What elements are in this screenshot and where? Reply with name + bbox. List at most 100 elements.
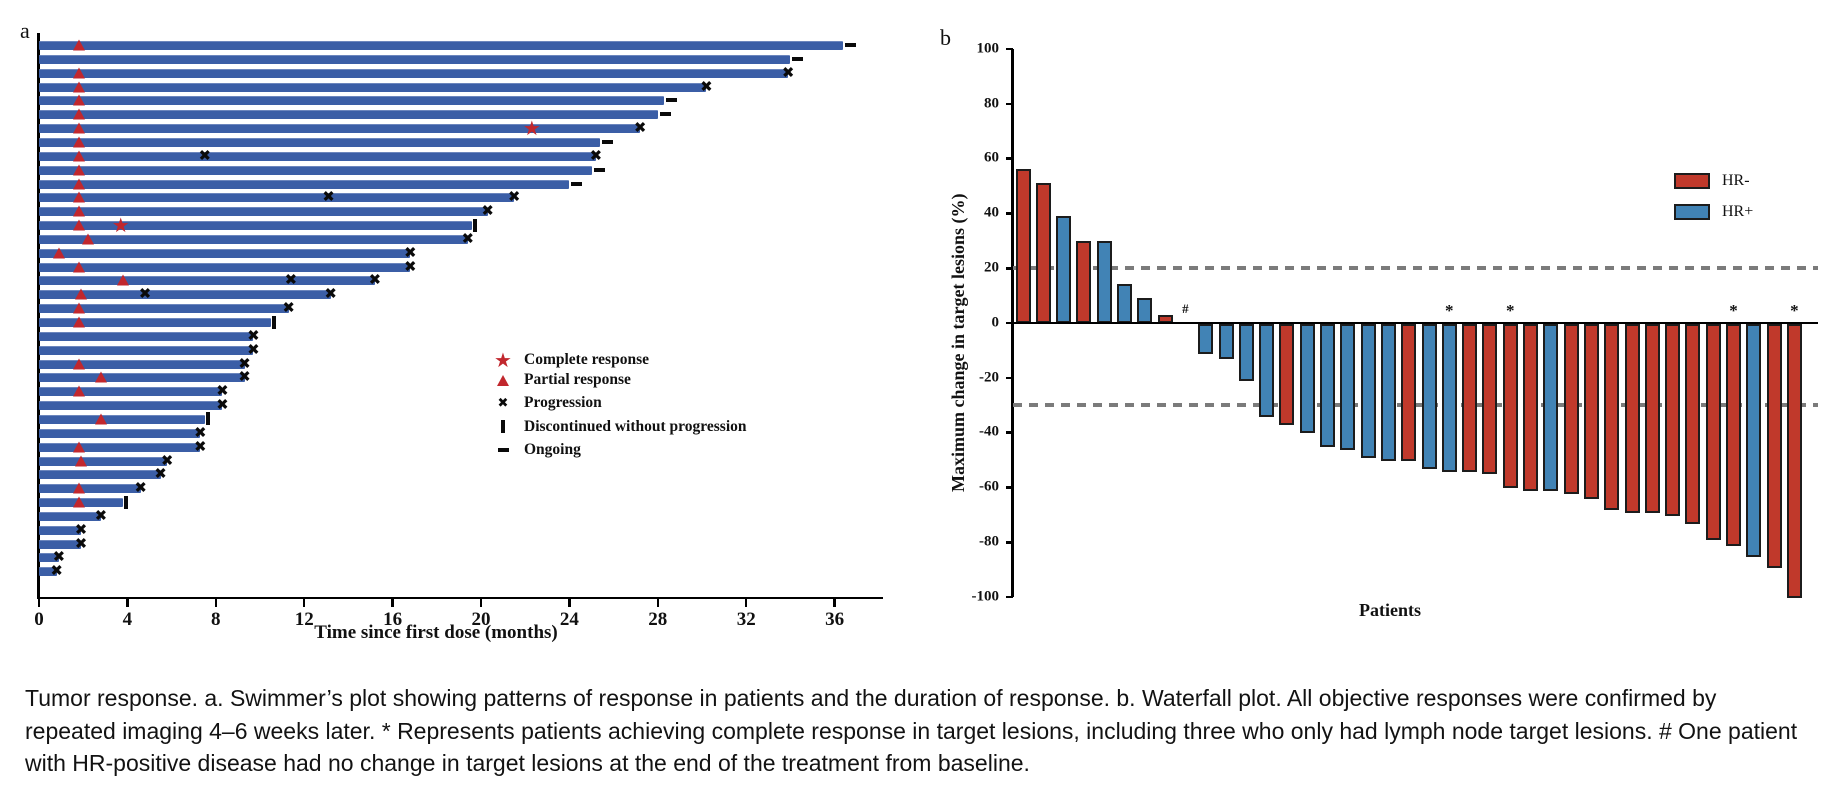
progression-icon: ✖ [633, 118, 647, 137]
partial-response-icon [72, 94, 85, 106]
swimmer-bar [39, 96, 665, 106]
ongoing-icon [571, 181, 583, 186]
waterfall-bar [1421, 323, 1437, 470]
ongoing-icon [492, 447, 514, 452]
x-tick-mark [744, 598, 748, 607]
complete-response-icon: ★ [494, 348, 512, 372]
ongoing-icon [666, 98, 678, 103]
partial-response-icon [492, 374, 514, 386]
swimmer-bar [39, 373, 245, 383]
y-tick-label: 40 [984, 204, 999, 221]
waterfall-bar [1705, 323, 1721, 541]
x-tick-mark [568, 598, 571, 607]
waterfall-legend-label: HR+ [1722, 203, 1754, 220]
progression-icon: ✖ [589, 146, 603, 165]
progression-icon: ✖ [403, 257, 417, 276]
progression-icon: ✖ [194, 423, 207, 442]
waterfall-bar [1380, 323, 1396, 461]
progression-icon: ✖ [700, 77, 713, 96]
waterfall-bar [1259, 323, 1275, 417]
x-tick-label: 32 [736, 609, 756, 630]
y-tick-mark [1006, 212, 1013, 215]
y-tick-label: 60 [984, 149, 999, 166]
partial-response-icon [72, 108, 85, 120]
progression-icon: ✖ [134, 478, 147, 497]
legend-swatch [1674, 173, 1710, 189]
progression-icon: ✖ [282, 298, 296, 317]
waterfall-legend-item: HR- [1674, 172, 1750, 190]
x-tick-label: 12 [294, 609, 314, 630]
swimmer-bar [39, 41, 844, 50]
progression-icon: ✖ [324, 284, 338, 303]
dash-shape [497, 447, 509, 452]
swimmer-bar [39, 401, 223, 411]
swimmer-bar [39, 179, 570, 189]
partial-response-icon [72, 385, 85, 397]
swimmer-bar [39, 567, 57, 577]
partial-response-icon [94, 413, 107, 425]
progression-icon: ✖ [52, 547, 66, 566]
ongoing-icon [602, 139, 614, 144]
ongoing-icon [792, 56, 804, 61]
swimmer-legend-label: Progression [524, 394, 602, 412]
panel-a-label: a [20, 18, 30, 43]
complete-response-icon: ★ [111, 213, 130, 238]
swimmer-legend-label: Complete response [524, 351, 649, 368]
waterfall-bar [1238, 323, 1254, 382]
discontinued-icon [205, 412, 210, 426]
x-tick-mark [37, 598, 41, 607]
reference-line-plus20 [1013, 266, 1818, 270]
waterfall-bar [1117, 284, 1132, 323]
x-tick-label: 4 [122, 609, 133, 630]
swimmer-bar [39, 151, 596, 161]
y-tick-label: 0 [991, 314, 1000, 331]
partial-response-icon [116, 274, 129, 286]
x-tick-mark [479, 598, 483, 607]
swimmer-bar [39, 553, 59, 563]
complete-response-icon: ★ [522, 116, 541, 141]
y-tick-label: 100 [976, 40, 1000, 57]
y-tick-mark [1006, 541, 1013, 544]
swimmer-bar [39, 387, 223, 397]
swimmer-bar [39, 207, 488, 217]
waterfall-bar [1137, 298, 1153, 323]
progression-icon: ✖ [216, 395, 229, 414]
swimmer-bar [39, 414, 205, 424]
figure-caption: Tumor response. a. Swimmer’s plot showin… [25, 685, 1798, 777]
swimmer-bar [39, 193, 515, 203]
waterfall-bar [1441, 323, 1457, 472]
y-tick-mark [1006, 157, 1013, 160]
bar-shape [501, 420, 505, 434]
swimmer-bar [39, 525, 81, 535]
progression-icon: ✖ [322, 187, 335, 206]
y-tick-mark [1006, 376, 1013, 380]
partial-response-icon [52, 247, 65, 259]
waterfall-legend-item: HR+ [1674, 203, 1753, 221]
waterfall-bar [1198, 323, 1214, 354]
progression-icon: ✖ [507, 187, 521, 206]
x-tick-mark [391, 598, 394, 607]
y-tick-label: -60 [979, 478, 999, 495]
partial-response-icon [72, 441, 85, 453]
x-axis-title-b: Patients [1359, 600, 1421, 620]
x-tick-mark [302, 598, 306, 607]
swimmer-y-axis-spine [37, 33, 40, 599]
progression-icon: ✖ [247, 340, 260, 359]
swimmer-bar [39, 539, 81, 549]
swimmer-bar [39, 262, 411, 272]
swimmer-bar [39, 470, 161, 480]
x-tick-mark [833, 598, 836, 607]
waterfall-bar [1523, 323, 1538, 491]
progression-icon: ✖ [284, 270, 298, 289]
complete-response-star-flag: * [1505, 300, 1515, 320]
waterfall-bar [1340, 323, 1356, 450]
swimmer-legend-label: Partial response [524, 371, 631, 389]
swimmer-legend-item: ★ Complete response [492, 348, 649, 372]
partial-response-icon [72, 316, 85, 328]
swimmer-bar [39, 110, 658, 120]
swimmer-legend-item: ✖ Progression [492, 394, 602, 412]
partial-response-icon [72, 358, 85, 370]
x-tick-label: 0 [34, 609, 44, 630]
y-tick-mark [1006, 47, 1013, 51]
y-tick-label: -80 [979, 533, 999, 550]
